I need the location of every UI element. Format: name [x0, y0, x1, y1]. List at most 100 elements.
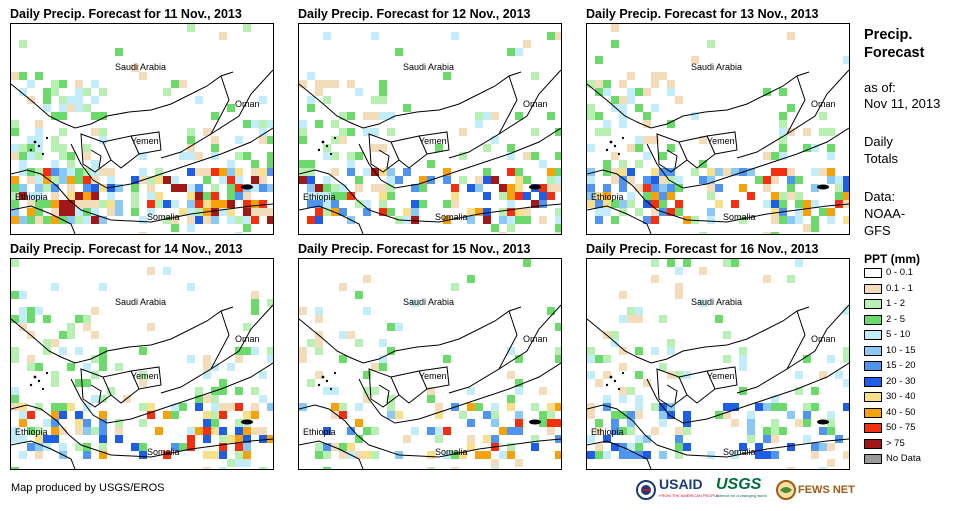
- precip-cell: [795, 387, 803, 395]
- precip-cell: [435, 435, 443, 443]
- precip-cell: [51, 435, 59, 443]
- precip-cell: [323, 387, 331, 395]
- precip-cell: [75, 168, 83, 176]
- precip-cell: [643, 112, 651, 120]
- precip-cell: [739, 347, 747, 355]
- precip-cell: [539, 192, 547, 200]
- precip-cell: [379, 144, 387, 152]
- precip-cell: [51, 371, 59, 379]
- precip-cell: [315, 80, 323, 88]
- precip-cell: [787, 168, 795, 176]
- precip-cell: [699, 299, 707, 307]
- precip-cell: [443, 72, 451, 80]
- map-panel-6: Saudi Arabia Oman Yemen Ethiopia Somalia: [586, 258, 850, 470]
- precip-cell: [219, 32, 227, 40]
- precip-cell: [659, 419, 667, 427]
- precip-cell: [83, 104, 91, 112]
- precip-cell: [355, 451, 363, 459]
- legend-swatch: [864, 438, 882, 449]
- precip-cell: [27, 168, 35, 176]
- precip-cell: [587, 104, 595, 112]
- precip-cell: [251, 120, 259, 128]
- precip-cell: [83, 427, 91, 435]
- precip-cell: [107, 192, 115, 200]
- precip-cell: [595, 216, 603, 224]
- precip-cell: [771, 168, 779, 176]
- precip-cell: [75, 347, 83, 355]
- precip-cell: [707, 176, 715, 184]
- precip-cell: [51, 379, 59, 387]
- precip-cell: [675, 283, 683, 291]
- precip-cell: [811, 443, 819, 451]
- precip-cell: [19, 451, 27, 459]
- precip-cell: [779, 168, 787, 176]
- precip-cell: [691, 56, 699, 64]
- precip-cell: [27, 192, 35, 200]
- precip-cell: [371, 144, 379, 152]
- precip-cell: [27, 176, 35, 184]
- precip-cell: [147, 323, 155, 331]
- precip-cell: [795, 208, 803, 216]
- precip-cell: [811, 168, 819, 176]
- precip-cell: [211, 411, 219, 419]
- precip-cell: [371, 32, 379, 40]
- precip-cell: [619, 451, 627, 459]
- precip-cell: [651, 80, 659, 88]
- precip-cell: [555, 355, 561, 363]
- precip-cell: [611, 104, 619, 112]
- precip-cell: [59, 347, 67, 355]
- precip-cell: [371, 128, 379, 136]
- precip-cell: [379, 80, 387, 88]
- precip-cell: [531, 200, 539, 208]
- precip-cell: [667, 192, 675, 200]
- usaid-logo: USAID FROM THE AMERICAN PEOPLE: [636, 477, 719, 502]
- precip-cell: [379, 363, 387, 371]
- precip-cell: [235, 459, 243, 467]
- precip-cell: [787, 32, 795, 40]
- precip-cell: [507, 371, 515, 379]
- precip-cell: [59, 403, 67, 411]
- precip-cell: [475, 403, 483, 411]
- precip-cell: [699, 176, 707, 184]
- precip-cell: [843, 451, 849, 459]
- precip-cell: [491, 411, 499, 419]
- precip-cell: [667, 347, 675, 355]
- precip-cell: [499, 184, 507, 192]
- precip-cell: [227, 160, 235, 168]
- precip-cell: [323, 144, 331, 152]
- precip-cell: [163, 216, 171, 224]
- precip-cell: [627, 315, 635, 323]
- precip-cell: [651, 200, 659, 208]
- precip-cell: [467, 443, 475, 451]
- precip-cell: [627, 144, 635, 152]
- precip-cell: [331, 411, 339, 419]
- precip-cell: [611, 40, 619, 48]
- precip-cell: [835, 371, 843, 379]
- precip-cell: [467, 184, 475, 192]
- precip-cell: [107, 184, 115, 192]
- precip-cell: [779, 192, 787, 200]
- precip-cell: [331, 403, 339, 411]
- precip-cell: [515, 208, 523, 216]
- precip-cell: [251, 307, 259, 315]
- precip-cell: [611, 152, 619, 160]
- precip-cell: [787, 411, 795, 419]
- precip-cell: [659, 411, 667, 419]
- precip-cell: [187, 224, 195, 232]
- precip-cell: [379, 96, 387, 104]
- precip-cell: [43, 315, 51, 323]
- precip-cells: [587, 259, 849, 469]
- precip-cell: [299, 307, 307, 315]
- precip-cell: [67, 176, 75, 184]
- precip-cell: [187, 128, 195, 136]
- precip-cell: [763, 88, 771, 96]
- precip-cell: [115, 208, 123, 216]
- precip-cell: [19, 192, 27, 200]
- precip-cell: [195, 387, 203, 395]
- precip-cell: [323, 443, 331, 451]
- precip-cell: [507, 224, 515, 232]
- precip-cell: [227, 192, 235, 200]
- precip-cell: [547, 32, 555, 40]
- precip-cell: [779, 152, 787, 160]
- precip-cell: [603, 208, 611, 216]
